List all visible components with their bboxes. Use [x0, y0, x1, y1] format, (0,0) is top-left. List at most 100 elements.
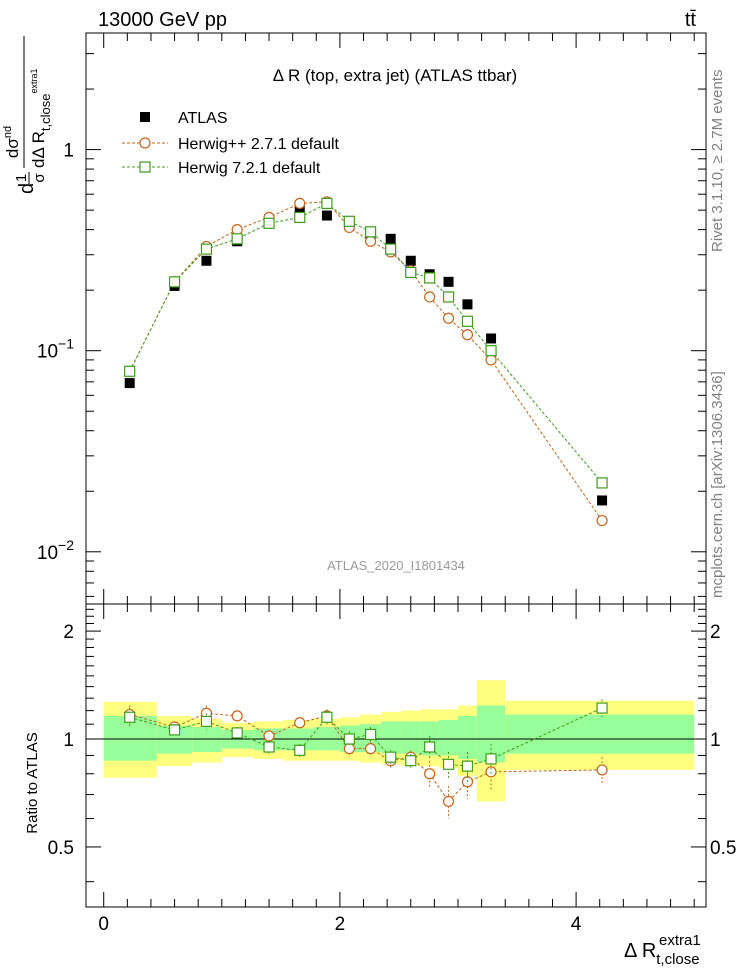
- herwig7-point: [231, 233, 243, 245]
- main-y-axis: 10−2 10−1 1: [37, 53, 706, 597]
- herwig7-point: [294, 211, 306, 224]
- analysis-watermark: ATLAS_2020_I1801434: [327, 558, 465, 573]
- legend-label: Herwig 7.2.1 default: [178, 160, 321, 177]
- y-tick-label: 10−2: [37, 537, 74, 564]
- y-label-d: d: [16, 183, 38, 194]
- atlas-data-point: [294, 205, 305, 216]
- process-label: tt̄: [685, 9, 697, 31]
- ratio-y-axis-label: Ratio to ATLAS: [24, 732, 41, 833]
- x-tick-label: 0: [98, 914, 109, 935]
- ratio-y-tick-label: 1: [63, 730, 74, 751]
- atlas-data-point: [385, 233, 396, 244]
- herwig7-point: [365, 226, 377, 238]
- herwigpp-ratio-point: [596, 764, 608, 776]
- main-y-axis-label: d1 σ dσnd dΔ Rt,closeextra1: [2, 36, 53, 194]
- atlas-data-point: [597, 495, 608, 506]
- herwigpp-point: [485, 354, 497, 366]
- y-label-group: d1 σ dσnd dΔ Rt,closeextra1: [2, 36, 53, 194]
- herwig7-ratio-point: [321, 711, 333, 723]
- uncertainty-band-inner: [439, 719, 458, 756]
- herwig7-point: [424, 272, 436, 284]
- ratio-y-axis: 0.5 0.5 1 1 2 2: [48, 608, 736, 883]
- ratio-y-tick-label: 0.5: [48, 838, 74, 859]
- herwig7-ratio-point: [168, 724, 181, 736]
- herwig7-ratio-point: [442, 758, 455, 770]
- herwig7-ratio-point: [405, 755, 417, 767]
- y-label-denominator: dΔ Rt,closeextra1: [29, 69, 53, 168]
- legend-marker: [139, 137, 151, 149]
- herwig7-ratio-point: [596, 702, 608, 714]
- herwig7-ratio-point: [424, 741, 436, 753]
- ratio-series-line: [129, 712, 603, 803]
- atlas-data-point: [443, 276, 454, 287]
- herwig7-ratio-point: [365, 728, 377, 741]
- uncertainty-band-inner: [381, 721, 402, 754]
- herwigpp-ratio-point: [263, 730, 275, 742]
- ratio-data-series: [124, 699, 608, 819]
- legend: ATLAS Herwig++ 2.7.1 default Herwig 7.2.1 …: [122, 110, 340, 177]
- herwig7-ratio-point: [263, 741, 275, 753]
- chart-title: Δ R (top, extra jet) (ATLAS ttbar): [273, 66, 517, 85]
- herwig7-ratio-point: [485, 753, 497, 765]
- herwigpp-ratio-point: [424, 768, 436, 780]
- x-axis-label: Δ Rt,closeextra1: [624, 932, 701, 968]
- herwigpp-point: [365, 235, 377, 247]
- legend-marker: [140, 112, 150, 122]
- legend-label: Herwig++ 2.7.1 default: [178, 136, 340, 153]
- legend-label: ATLAS: [178, 110, 228, 127]
- herwig7-point: [263, 217, 275, 229]
- x-tick-label: 2: [335, 914, 346, 935]
- x-label-sup: extra1: [659, 932, 701, 949]
- herwig7-point: [200, 243, 213, 255]
- uncertainty-band-inner: [401, 721, 421, 754]
- herwig7-ratio-point: [294, 744, 306, 756]
- herwig7-point: [485, 345, 497, 357]
- herwigpp-point: [231, 224, 243, 236]
- herwigpp-ratio-point: [442, 795, 455, 807]
- atlas-data-point: [201, 255, 212, 266]
- herwig7-ratio-point: [200, 715, 213, 727]
- rivet-label: Rivet 3.1.10, ≥ 2.7M events: [709, 70, 726, 253]
- ratio-uncertainty-bands: [86, 680, 706, 802]
- herwig7-point: [343, 215, 355, 227]
- y-label-numerator: dσnd: [2, 126, 22, 158]
- herwig7-point: [405, 266, 417, 279]
- atlas-data-point: [405, 255, 416, 266]
- herwig7-ratio-point: [343, 733, 355, 745]
- y-label-sigma: σ: [31, 173, 48, 183]
- herwig7-ratio-point: [124, 711, 136, 723]
- ratio-y-tick-label: 2: [63, 622, 74, 643]
- herwig7-point: [442, 291, 455, 303]
- herwig7-point: [321, 197, 333, 210]
- herwigpp-ratio-point: [231, 710, 243, 722]
- x-tick-label: 4: [571, 914, 582, 935]
- herwigpp-point: [294, 197, 306, 210]
- y-tick-label: 1: [63, 141, 74, 162]
- herwig7-point: [168, 276, 181, 288]
- herwig7-point: [461, 315, 474, 327]
- herwigpp-ratio-point: [365, 743, 377, 755]
- atlas-data-point: [462, 299, 473, 310]
- y-tick-label: 10−1: [37, 336, 74, 363]
- herwig7-ratio-point: [385, 751, 397, 763]
- herwig7-point: [596, 477, 608, 489]
- atlas-data-point: [321, 210, 332, 221]
- herwigpp-point: [424, 291, 436, 303]
- atlas-data-point: [486, 333, 497, 344]
- herwigpp-point: [596, 514, 608, 527]
- herwigpp-point: [442, 312, 455, 324]
- y-label-one: 1: [13, 174, 30, 182]
- main-data-series: [124, 196, 608, 527]
- herwig7-point: [124, 365, 136, 377]
- uncertainty-band-inner: [505, 714, 695, 754]
- herwig7-ratio-point: [461, 760, 474, 772]
- series-line: [129, 202, 603, 484]
- ratio-y-tick-label-right: 1: [710, 730, 721, 751]
- ratio-y-tick-label-right: 2: [710, 622, 721, 643]
- legend-marker: [139, 161, 151, 173]
- series-line: [129, 201, 603, 521]
- herwig7-ratio-point: [231, 727, 243, 739]
- herwig7-point: [385, 243, 397, 255]
- energy-label: 13000 GeV pp: [98, 9, 227, 31]
